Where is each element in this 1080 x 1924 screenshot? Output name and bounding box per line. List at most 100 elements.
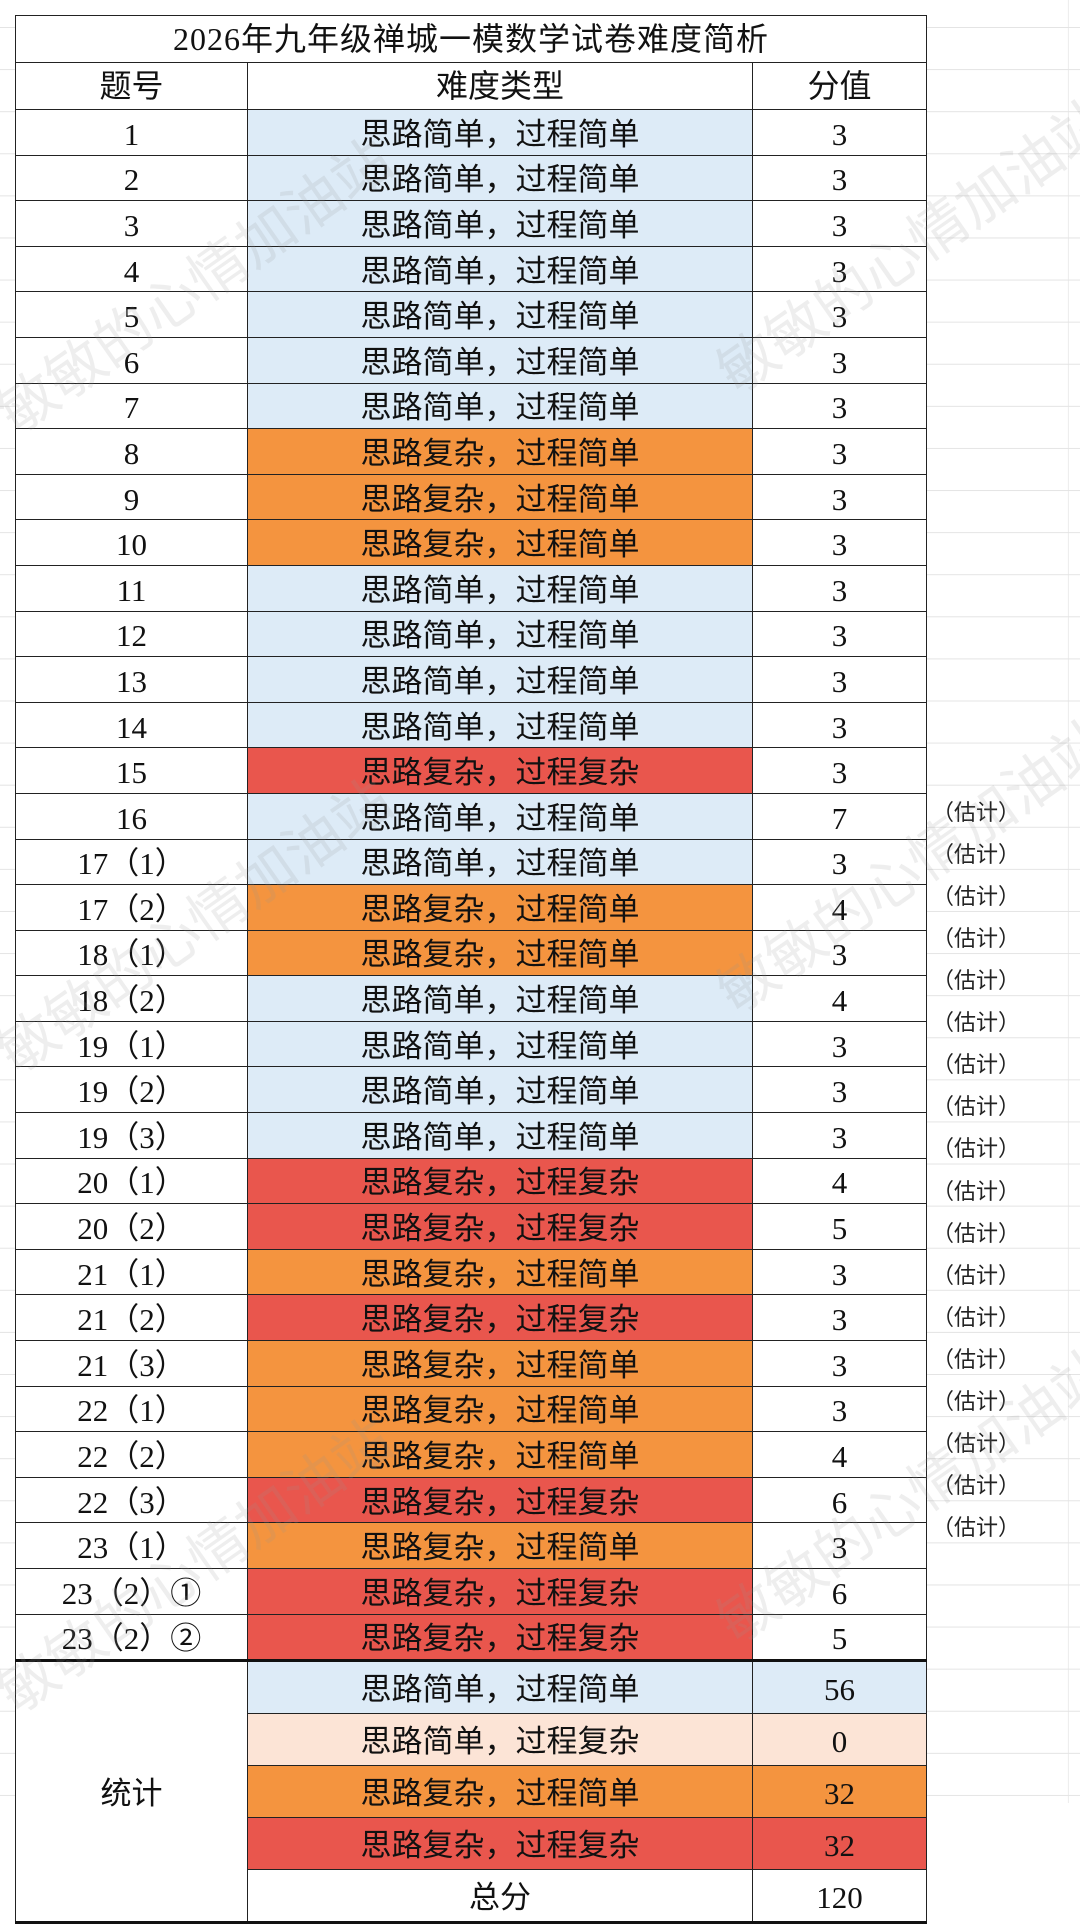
- table-row: 23（2）① 思路复杂，过程复杂 6: [15, 1568, 928, 1615]
- score-value: 4: [751, 975, 928, 1022]
- table-row: 1 思路简单，过程简单 3: [15, 109, 928, 156]
- difficulty-type: 思路简单，过程简单: [247, 610, 753, 658]
- table-row: 7 思路简单，过程简单 3: [15, 382, 928, 430]
- difficulty-type: 思路复杂，过程复杂: [247, 1203, 753, 1250]
- table-row: 22（2） 思路复杂，过程简单 4: [15, 1431, 928, 1478]
- score-value: 4: [751, 1157, 928, 1205]
- table-row: 16 思路简单，过程简单 7: [15, 792, 928, 840]
- table-row: 23（1） 思路复杂，过程简单 3: [15, 1522, 928, 1569]
- difficulty-type: 思路简单，过程简单: [247, 336, 753, 384]
- question-number: 19（2）: [15, 1066, 248, 1114]
- difficulty-type: 思路简单，过程简单: [247, 154, 753, 202]
- table-row: 21（3） 思路复杂，过程简单 3: [15, 1340, 928, 1387]
- score-value: 3: [751, 382, 928, 430]
- stats-score: 0: [751, 1713, 928, 1767]
- estimate-note: （估计）: [932, 799, 1021, 825]
- question-number: 10: [15, 519, 248, 566]
- difficulty-type: 思路简单，过程简单: [247, 1020, 753, 1068]
- score-value: 5: [751, 1203, 928, 1250]
- question-number: 20（2）: [15, 1203, 248, 1250]
- question-number: 17（1）: [15, 838, 248, 886]
- score-value: 3: [751, 1294, 928, 1342]
- estimate-note: （估计）: [932, 968, 1021, 993]
- difficulty-type: 思路复杂，过程简单: [247, 929, 753, 977]
- question-number: 22（3）: [15, 1476, 248, 1524]
- score-value: 3: [751, 701, 928, 749]
- stats-type: 思路复杂，过程复杂: [247, 1817, 753, 1871]
- difficulty-type: 思路简单，过程简单: [247, 291, 753, 338]
- difficulty-type: 思路复杂，过程简单: [247, 1385, 753, 1433]
- estimate-note: （估计）: [932, 1178, 1021, 1204]
- estimate-note: （估计）: [932, 1431, 1021, 1457]
- difficulty-type: 思路简单，过程简单: [247, 792, 753, 840]
- stats-row: 统计 思路简单，过程简单 56: [15, 1659, 928, 1924]
- estimate-note: （估计）: [932, 1094, 1021, 1120]
- table-row: 21（2） 思路复杂，过程复杂 3: [15, 1294, 928, 1342]
- table-row: 18（1） 思路复杂，过程简单 3: [15, 929, 928, 977]
- score-value: 3: [751, 1020, 928, 1068]
- table-row: 19（2） 思路简单，过程简单 3: [15, 1066, 928, 1114]
- question-number: 9: [15, 473, 248, 521]
- stats-type: 思路复杂，过程简单: [247, 1765, 753, 1819]
- difficulty-type: 思路复杂，过程复杂: [247, 1568, 753, 1615]
- difficulty-type: 思路简单，过程简单: [247, 564, 753, 612]
- difficulty-type: 思路简单，过程简单: [247, 656, 753, 703]
- table-row: 18（2） 思路简单，过程简单 4: [15, 975, 928, 1022]
- table-row: 22（3） 思路复杂，过程复杂 6: [15, 1476, 928, 1524]
- table-row: 22（1） 思路复杂，过程简单 3: [15, 1385, 928, 1433]
- difficulty-type: 思路复杂，过程简单: [247, 428, 753, 475]
- table-row: 13 思路简单，过程简单 3: [15, 656, 928, 703]
- difficulty-type: 思路简单，过程简单: [247, 1112, 753, 1159]
- header-type: 难度类型: [247, 62, 753, 110]
- estimate-note: （估计）: [932, 1262, 1021, 1288]
- question-number: 5: [15, 291, 248, 338]
- question-number: 7: [15, 382, 248, 430]
- stats-score: 32: [751, 1765, 928, 1819]
- question-number: 11: [15, 564, 248, 612]
- table-row: 2 思路简单，过程简单 3: [15, 154, 928, 202]
- difficulty-table: 2026年九年级禅城一模数学试卷难度简析 题号 难度类型 分值 1 思路简单，过程…: [14, 15, 928, 1924]
- stats-score: 32: [751, 1817, 928, 1871]
- difficulty-type: 思路简单，过程简单: [247, 109, 753, 156]
- question-number: 4: [15, 245, 248, 293]
- difficulty-type: 思路简单，过程简单: [247, 701, 753, 749]
- difficulty-type: 思路简单，过程简单: [247, 200, 753, 247]
- stats-type: 思路简单，过程简单: [247, 1659, 753, 1715]
- table-row: 10 思路复杂，过程简单 3: [15, 519, 928, 566]
- table-row: 9 思路复杂，过程简单 3: [15, 473, 928, 521]
- table-row: 20（2） 思路复杂，过程复杂 5: [15, 1203, 928, 1250]
- estimate-note: （估计）: [932, 841, 1021, 867]
- table-row: 14 思路简单，过程简单 3: [15, 701, 928, 749]
- question-number: 16: [15, 792, 248, 840]
- total-score: 120: [751, 1869, 928, 1924]
- difficulty-type: 思路复杂，过程复杂: [247, 1294, 753, 1342]
- table-row: 3 思路简单，过程简单 3: [15, 200, 928, 247]
- difficulty-type: 思路简单，过程简单: [247, 245, 753, 293]
- table-row: 4 思路简单，过程简单 3: [15, 245, 928, 293]
- score-value: 3: [751, 1385, 928, 1433]
- difficulty-type: 思路复杂，过程简单: [247, 1248, 753, 1296]
- estimate-note: （估计）: [932, 1220, 1021, 1246]
- estimate-note: （估计）: [932, 883, 1021, 909]
- estimate-note: （估计）: [932, 1389, 1021, 1414]
- difficulty-type: 思路简单，过程简单: [247, 382, 753, 430]
- stats-type: 思路简单，过程复杂: [247, 1713, 753, 1767]
- estimate-note: （估计）: [932, 1136, 1021, 1162]
- question-number: 8: [15, 428, 248, 475]
- estimate-note: （估计）: [932, 1010, 1021, 1036]
- table-title: 2026年九年级禅城一模数学试卷难度简析: [14, 15, 928, 63]
- question-number: 21（1）: [15, 1248, 248, 1296]
- question-number: 3: [15, 200, 248, 247]
- score-value: 3: [751, 929, 928, 977]
- score-value: 6: [751, 1476, 928, 1524]
- question-number: 23（2）①: [15, 1568, 248, 1615]
- score-value: 3: [751, 610, 928, 658]
- header-score: 分值: [751, 62, 928, 110]
- table-row: 11 思路简单，过程简单 3: [15, 564, 928, 612]
- question-number: 17（2）: [15, 884, 248, 931]
- score-value: 3: [751, 200, 928, 247]
- difficulty-type: 思路简单，过程简单: [247, 1066, 753, 1114]
- table-row: 6 思路简单，过程简单 3: [15, 336, 928, 384]
- table-row: 19（1） 思路简单，过程简单 3: [15, 1020, 928, 1068]
- stats-score: 56: [751, 1659, 928, 1715]
